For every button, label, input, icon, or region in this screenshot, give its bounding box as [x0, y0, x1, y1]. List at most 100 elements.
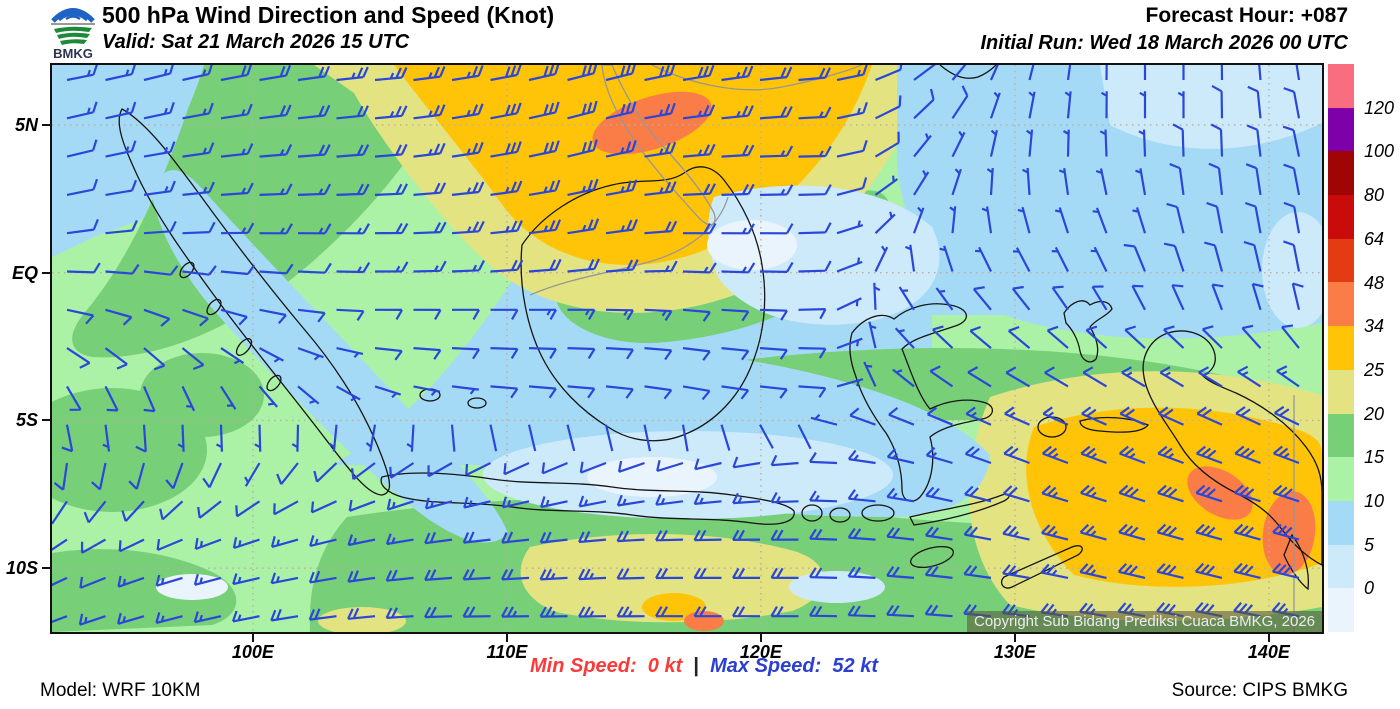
wind-barb: [655, 606, 683, 618]
y-axis-tick: [42, 567, 50, 570]
wind-barb: [220, 385, 237, 410]
minmax-speed: Min Speed: 0 kt | Max Speed: 52 kt: [530, 655, 878, 678]
wind-barb: [1196, 406, 1223, 426]
wind-barb: [105, 220, 138, 235]
wind-barb: [182, 308, 209, 327]
wind-barb: [91, 462, 107, 491]
wind-barb: [463, 496, 491, 509]
wind-barb: [406, 424, 415, 452]
wind-barb: [270, 572, 299, 585]
wind-barb: [1121, 366, 1146, 388]
wind-barb: [424, 569, 453, 581]
wind-barb: [1156, 523, 1184, 541]
wind-barb: [1276, 365, 1300, 388]
wind-barb: [490, 259, 524, 273]
wind-map-canvas: [52, 65, 1322, 632]
wind-barb: [567, 308, 596, 320]
wind-barb: [1105, 65, 1108, 81]
wind-barb: [451, 385, 479, 395]
wind-barb: [335, 385, 361, 402]
wind-barb: [847, 449, 876, 465]
wind-barb: [135, 424, 147, 453]
wind-barb: [427, 462, 453, 478]
colorbar-cell-12: [1328, 588, 1354, 632]
colorbar-cell-10: [1328, 500, 1354, 545]
colorbar-label-20: 20: [1364, 403, 1385, 424]
wind-barb: [913, 169, 930, 196]
wind-barb: [655, 494, 684, 506]
wind-barb: [1118, 484, 1146, 503]
wind-barb: [313, 462, 338, 483]
wind-barb: [1003, 445, 1030, 465]
wind-barb: [413, 308, 442, 320]
wind-barb: [105, 101, 137, 120]
wind-barb: [528, 140, 560, 158]
wind-barb: [1244, 201, 1262, 234]
wind-barb: [143, 308, 171, 327]
wind-barb: [732, 456, 761, 469]
wind-barb: [291, 424, 300, 452]
wind-barb: [489, 424, 498, 452]
y-axis-tick: [42, 123, 50, 126]
wind-barb: [644, 385, 673, 400]
wind-barb: [1157, 445, 1184, 465]
wind-barb: [981, 206, 993, 234]
wind-barb: [1177, 91, 1185, 119]
wind-barb: [451, 141, 484, 158]
wind-barb: [1005, 366, 1031, 388]
wind-barb: [220, 264, 256, 276]
wind-barb: [1051, 246, 1069, 272]
wind-barb: [886, 487, 915, 503]
wind-barb: [682, 183, 716, 196]
wind-barb: [886, 565, 915, 579]
wind-barb: [759, 261, 794, 273]
wind-barb: [374, 261, 409, 273]
wind-barb: [155, 612, 183, 624]
wind-barb: [578, 495, 607, 508]
wind-barb: [1135, 168, 1147, 196]
wind-barb: [501, 531, 530, 544]
wind-barb: [503, 461, 530, 476]
wind-barb: [259, 104, 292, 120]
wind-barb: [1233, 523, 1261, 541]
wind-barb: [798, 222, 832, 235]
wind-barb: [874, 175, 899, 196]
wind-barb: [1100, 91, 1108, 119]
wind-barb: [863, 361, 877, 387]
wind-barb: [1246, 124, 1262, 157]
wind-barb: [644, 102, 676, 120]
wind-barb: [66, 385, 82, 411]
wind-barb: [297, 347, 324, 361]
wind-barb: [1159, 366, 1185, 388]
wind-barb: [605, 308, 634, 321]
wind-barb: [898, 286, 915, 311]
svg-text:BMKG: BMKG: [53, 46, 93, 61]
wind-barb: [309, 535, 337, 547]
wind-barb: [1066, 65, 1072, 81]
wind-barb: [451, 260, 485, 273]
wind-barb: [963, 564, 992, 579]
colorbar-label-64: 64: [1364, 228, 1385, 249]
wind-barb: [951, 85, 969, 119]
wind-barb: [310, 500, 337, 514]
wind-barb: [297, 308, 326, 323]
wind-barb: [798, 184, 832, 196]
colorbar-cell-7: [1328, 369, 1354, 414]
wind-barb: [539, 606, 568, 618]
wind-barb: [567, 385, 596, 399]
wind-barb: [579, 461, 607, 474]
wind-barb: [156, 538, 183, 552]
wind-barb: [105, 308, 133, 326]
wind-barb: [539, 531, 568, 544]
wind-barb: [1004, 406, 1030, 426]
wind-barb: [567, 258, 600, 273]
wind-barb: [655, 529, 684, 542]
wind-barb: [102, 424, 111, 452]
wind-barb: [656, 460, 684, 473]
speed-shading-layer: [52, 65, 1322, 632]
wind-barb: [932, 325, 954, 349]
wind-barb: [567, 218, 600, 235]
wind-barb: [836, 139, 868, 158]
wind-barb: [886, 448, 915, 465]
